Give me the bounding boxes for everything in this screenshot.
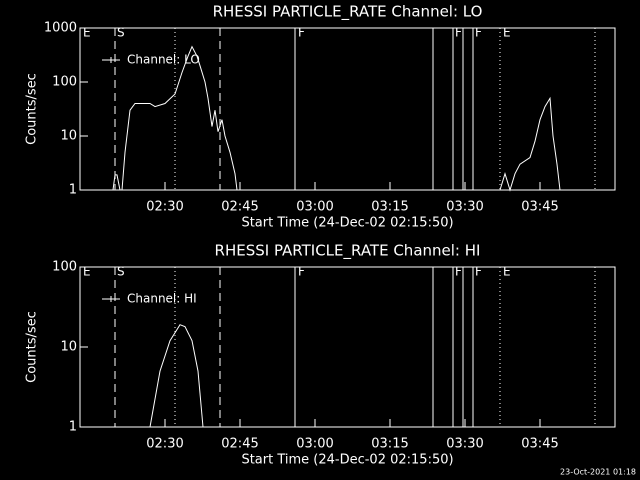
- chart-title: RHESSI PARTICLE_RATE Channel: HI: [215, 242, 481, 261]
- x-tick-label: 03:30: [446, 200, 483, 215]
- y-axis-label: Counts/sec: [25, 73, 40, 145]
- footer: 23-Oct-2021 01:18: [560, 468, 636, 477]
- event-marker: F: [475, 26, 482, 40]
- data-line: [112, 45, 561, 192]
- x-tick-label: 03:45: [521, 200, 558, 215]
- event-marker: S: [117, 265, 125, 279]
- plot-frame: [79, 27, 616, 191]
- x-tick-label: 02:30: [146, 200, 183, 215]
- event-marker: F: [298, 26, 305, 40]
- y-axis-label: Counts/sec: [25, 311, 40, 383]
- event-marker: E: [83, 26, 91, 40]
- x-tick-label: 03:15: [371, 437, 408, 452]
- y-tick-label: 100: [52, 75, 77, 90]
- legend-label: Channel: LO: [127, 53, 200, 67]
- event-marker: E: [503, 265, 511, 279]
- event-marker: F: [298, 265, 305, 279]
- event-marker: S: [117, 26, 125, 40]
- y-tick-label: 100: [52, 260, 77, 275]
- y-tick-label: 10: [60, 129, 77, 144]
- event-marker: F: [455, 26, 462, 40]
- x-tick-label: 03:30: [446, 437, 483, 452]
- y-tick-label: 1000: [44, 21, 77, 36]
- x-tick-label: 02:45: [221, 437, 258, 452]
- x-axis-label: Start Time (24-Dec-02 02:15:50): [241, 216, 453, 231]
- event-marker: E: [83, 265, 91, 279]
- x-axis-label: Start Time (24-Dec-02 02:15:50): [241, 453, 453, 468]
- x-tick-label: 03:00: [296, 200, 333, 215]
- y-tick-label: 1: [69, 183, 77, 198]
- legend-label: Channel: HI: [127, 292, 197, 306]
- x-tick-label: 02:30: [146, 437, 183, 452]
- x-tick-label: 02:45: [221, 200, 258, 215]
- chart-title: RHESSI PARTICLE_RATE Channel: LO: [213, 3, 483, 22]
- data-line: [149, 324, 204, 428]
- event-marker: E: [503, 26, 511, 40]
- event-marker: F: [455, 265, 462, 279]
- x-tick-label: 03:15: [371, 200, 408, 215]
- x-tick-label: 03:45: [521, 437, 558, 452]
- x-tick-label: 03:00: [296, 437, 333, 452]
- y-tick-label: 10: [60, 340, 77, 355]
- event-marker: F: [475, 265, 482, 279]
- y-tick-label: 1: [69, 420, 77, 435]
